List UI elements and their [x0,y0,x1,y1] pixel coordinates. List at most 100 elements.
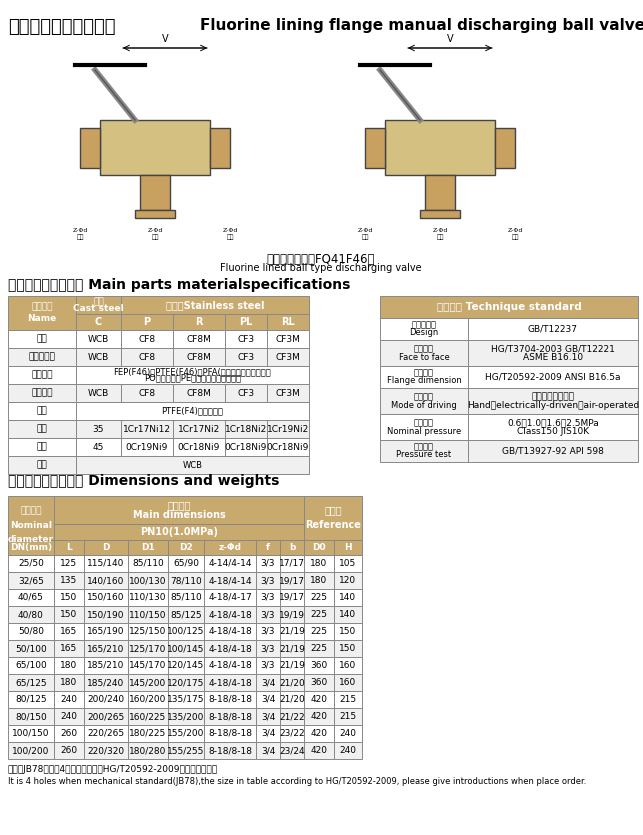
Bar [8,496,54,555]
Bar [204,657,256,674]
Text: 65/125: 65/125 [15,678,47,687]
Text: 1Cr19Ni2: 1Cr19Ni2 [267,424,309,433]
Bar [204,725,256,742]
Text: Fluorine lining flange manual discharging ball valve: Fluorine lining flange manual dischargin… [200,18,643,33]
Text: H: H [344,543,352,552]
Bar [225,438,267,456]
Bar [304,674,334,691]
Bar [304,606,334,623]
Text: 21/19: 21/19 [279,661,305,670]
Text: 45: 45 [93,443,104,452]
Bar [256,674,280,691]
Bar [225,314,267,330]
Bar [256,623,280,640]
Text: CF8: CF8 [138,388,156,397]
Bar [420,210,460,218]
Text: f: f [266,543,270,552]
Text: 参考值: 参考值 [324,505,342,515]
Text: 1Cr17Ni12: 1Cr17Ni12 [123,424,171,433]
Text: 180/280: 180/280 [129,746,167,755]
Text: HG/T20592-2009 ANSI B16.5a: HG/T20592-2009 ANSI B16.5a [485,372,620,382]
Text: ASME B16.10: ASME B16.10 [523,353,583,362]
Text: 145/170: 145/170 [129,661,167,670]
Text: 手动、电动、气动: 手动、电动、气动 [532,392,574,401]
Text: 185/240: 185/240 [87,678,125,687]
Bar [5,35,638,245]
Text: Name: Name [28,314,57,323]
Text: 3/4: 3/4 [261,678,275,687]
Text: 160/200: 160/200 [129,695,167,704]
Text: FEP(F46)、PTFE(F46)、PFA(可溶性聚四氟乙烯）、: FEP(F46)、PTFE(F46)、PFA(可溶性聚四氟乙烯）、 [114,367,271,377]
Bar [225,420,267,438]
Text: 80/125: 80/125 [15,695,47,704]
Text: 185/210: 185/210 [87,661,125,670]
Text: Nominal pressure: Nominal pressure [387,427,461,436]
Bar [84,742,128,759]
Bar [168,708,204,725]
Bar [468,440,638,462]
Text: 65/100: 65/100 [15,661,47,670]
Text: L: L [66,543,72,552]
Text: Z-Φd
箱管: Z-Φd 箱管 [432,228,448,240]
Text: 8-18/8-18: 8-18/8-18 [208,695,252,704]
Bar [280,572,304,589]
Bar [334,657,362,674]
Text: 主要连接尺寸及重量 Dimensions and weights: 主要连接尺寸及重量 Dimensions and weights [8,474,279,488]
Text: Z-Φd
箱管: Z-Φd 箱管 [507,228,523,240]
Text: 21/19: 21/19 [279,627,305,636]
Bar [256,540,280,555]
Bar [128,589,168,606]
Bar [168,555,204,572]
Text: 技术标准 Technique standard: 技术标准 Technique standard [437,302,581,312]
Text: 3/3: 3/3 [261,627,275,636]
Bar [204,708,256,725]
Text: 180/225: 180/225 [129,729,167,738]
Text: DN(mm): DN(mm) [10,543,52,552]
Bar [54,555,84,572]
Bar [204,674,256,691]
Bar [256,640,280,657]
Bar [121,420,173,438]
Text: 50/100: 50/100 [15,644,47,653]
Bar [334,540,362,555]
Text: Fluorine lined ball type discharging valve: Fluorine lined ball type discharging val… [220,263,422,273]
Bar [256,589,280,606]
Bar [76,402,309,420]
Text: 135: 135 [60,576,78,585]
Text: 180: 180 [311,576,328,585]
Text: 180: 180 [60,661,78,670]
Bar [121,384,173,402]
Bar [76,330,121,348]
Bar [8,674,54,691]
Bar [128,540,168,555]
Text: 19/17: 19/17 [279,576,305,585]
Bar [54,742,84,759]
Bar [468,388,638,414]
Bar [128,725,168,742]
Text: 23/24: 23/24 [279,746,305,755]
Text: 8-18/8-18: 8-18/8-18 [208,712,252,721]
Text: 50/80: 50/80 [18,627,44,636]
Text: 165: 165 [60,627,78,636]
Bar [267,420,309,438]
Text: 150: 150 [60,593,78,602]
Bar [168,540,204,555]
Bar [334,623,362,640]
Text: b: b [289,543,295,552]
Text: 135/200: 135/200 [167,712,204,721]
Bar [280,555,304,572]
Bar [54,572,84,589]
Bar [334,572,362,589]
Text: 17/17: 17/17 [279,559,305,568]
Text: 120/175: 120/175 [167,678,204,687]
Text: 4-18/4-14: 4-18/4-14 [208,576,252,585]
Bar [468,414,638,440]
Text: diameter: diameter [8,535,54,544]
Bar [168,572,204,589]
Bar [280,691,304,708]
Bar [84,657,128,674]
Bar [495,128,515,168]
Bar [267,348,309,366]
Bar [84,606,128,623]
Bar [173,438,225,456]
